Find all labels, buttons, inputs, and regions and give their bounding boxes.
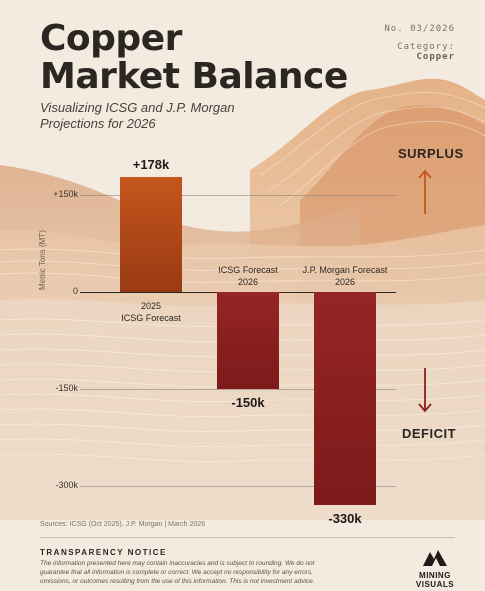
category-label-line-2: ICSG Forecast <box>121 313 181 323</box>
notice-title: TRANSPARENCY NOTICE <box>40 548 167 557</box>
category-label-line-1: ICSG Forecast <box>218 265 278 275</box>
surplus-label: SURPLUS <box>398 146 464 161</box>
category-label: J.P. Morgan Forecast 2026 <box>284 264 406 288</box>
gridline <box>80 195 396 196</box>
bar <box>120 176 182 292</box>
footer-divider <box>40 537 455 538</box>
bar-value-label: -330k <box>328 511 362 527</box>
y-tick-label: -300k <box>55 480 78 490</box>
page-subtitle: Visualizing ICSG and J.P. Morgan Project… <box>40 100 235 131</box>
category-label-line-2: 2026 <box>334 277 356 287</box>
y-tick-label: +150k <box>53 189 78 199</box>
gridline <box>80 486 396 487</box>
page-title: Copper Market Balance <box>40 20 348 96</box>
arrow-up-icon <box>418 169 432 214</box>
title-line-2: Market Balance <box>40 56 348 97</box>
issue-number: No. 03/2026 <box>384 24 455 34</box>
title-line-1: Copper <box>40 18 182 59</box>
logo-line-1: MINING <box>419 571 451 580</box>
deficit-label: DEFICIT <box>402 426 457 441</box>
category-label-line-1: 2025 <box>140 301 162 311</box>
bar-value-label: +178k <box>132 156 170 172</box>
bar <box>314 292 376 506</box>
mining-visuals-logo: MINING VISUALS <box>410 548 460 589</box>
logo-line-2: VISUALS <box>415 580 455 589</box>
sources-text: Sources: ICSG (Oct 2025), J.P. Morgan | … <box>40 521 206 528</box>
y-axis-label: Metric Tons (MT) <box>38 230 47 290</box>
category-label: 2025 ICSG Forecast <box>90 300 212 324</box>
arrow-down-icon <box>418 368 432 413</box>
category-label-line-2: 2026 <box>237 277 259 287</box>
y-tick-label: -150k <box>55 383 78 393</box>
issue-block: No. 03/2026 Category: Copper <box>384 24 455 62</box>
mountain-logo-icon <box>423 550 447 566</box>
bar <box>217 292 279 389</box>
category-label-line-1: J.P. Morgan Forecast <box>302 265 388 275</box>
bar-value-label: -150k <box>231 395 265 410</box>
category-label: ICSG Forecast 2026 <box>187 264 309 288</box>
category-label: Category: <box>397 42 455 52</box>
category-value: Copper <box>416 52 455 62</box>
y-tick-label: 0 <box>72 286 78 296</box>
notice-text: The information presented here may conta… <box>40 560 315 585</box>
gridline <box>80 389 396 390</box>
